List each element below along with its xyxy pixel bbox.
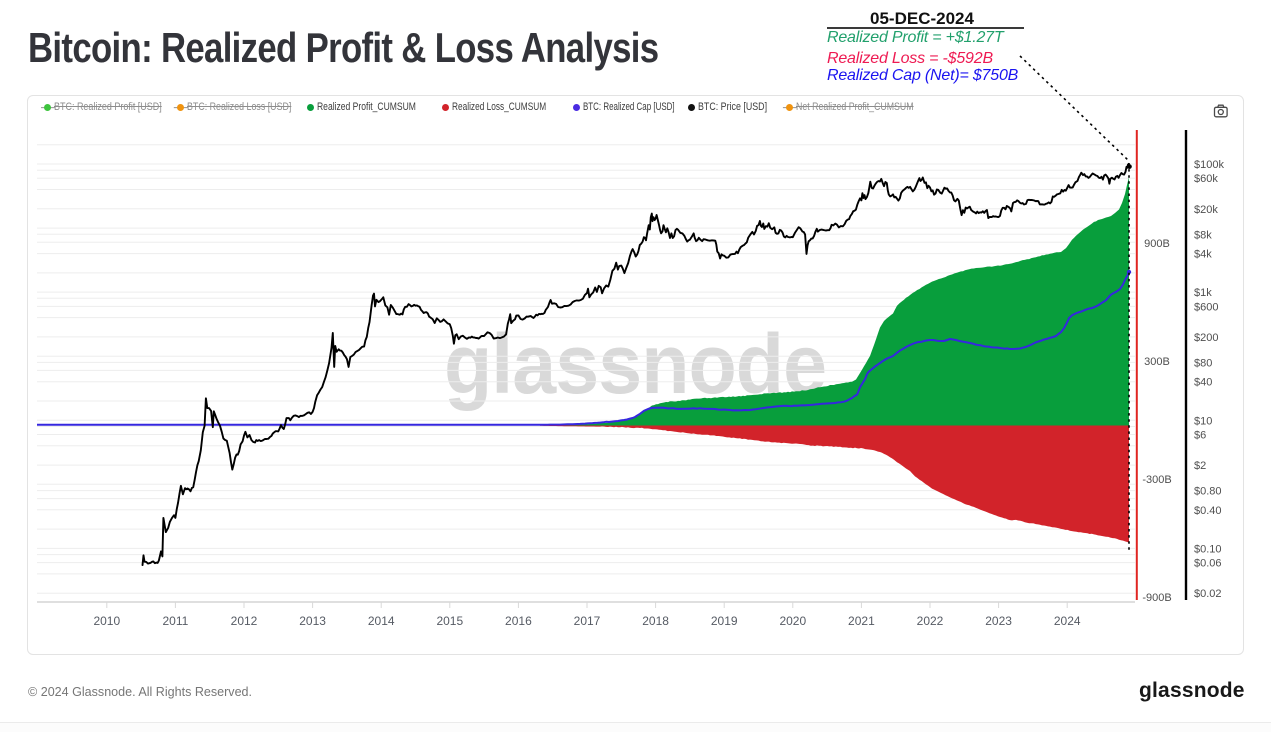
svg-text:2012: 2012 [231, 614, 258, 628]
svg-text:300B: 300B [1144, 356, 1170, 368]
svg-text:2017: 2017 [574, 614, 601, 628]
svg-text:2016: 2016 [505, 614, 532, 628]
svg-text:$80: $80 [1194, 357, 1212, 369]
svg-text:2023: 2023 [985, 614, 1012, 628]
svg-text:$0.80: $0.80 [1194, 486, 1222, 498]
svg-text:2024: 2024 [1054, 614, 1081, 628]
svg-text:$200: $200 [1194, 332, 1218, 344]
svg-text:2020: 2020 [779, 614, 806, 628]
svg-text:$6: $6 [1194, 430, 1206, 442]
svg-text:2015: 2015 [436, 614, 463, 628]
svg-text:$4k: $4k [1194, 249, 1212, 261]
svg-text:2010: 2010 [93, 614, 120, 628]
svg-text:900B: 900B [1144, 238, 1170, 250]
svg-text:$100k: $100k [1194, 159, 1224, 171]
svg-text:2018: 2018 [642, 614, 669, 628]
svg-text:2011: 2011 [162, 614, 188, 628]
svg-text:2019: 2019 [711, 614, 738, 628]
svg-text:-900B: -900B [1142, 592, 1171, 604]
svg-text:$40: $40 [1194, 377, 1212, 389]
svg-text:2014: 2014 [368, 614, 395, 628]
svg-text:2022: 2022 [917, 614, 944, 628]
svg-text:$2: $2 [1194, 460, 1206, 472]
svg-text:$0.40: $0.40 [1194, 505, 1222, 517]
svg-text:2013: 2013 [299, 614, 326, 628]
svg-text:$10: $10 [1194, 415, 1212, 427]
svg-text:$0.02: $0.02 [1194, 588, 1222, 600]
svg-text:-300B: -300B [1142, 474, 1171, 486]
svg-text:$0.06: $0.06 [1194, 558, 1222, 570]
svg-text:2021: 2021 [848, 614, 875, 628]
svg-text:$8k: $8k [1194, 229, 1212, 241]
svg-text:$60k: $60k [1194, 173, 1218, 185]
svg-text:$1k: $1k [1194, 287, 1212, 299]
svg-text:$0.10: $0.10 [1194, 543, 1222, 555]
svg-text:$600: $600 [1194, 301, 1218, 313]
svg-text:$20k: $20k [1194, 204, 1218, 216]
